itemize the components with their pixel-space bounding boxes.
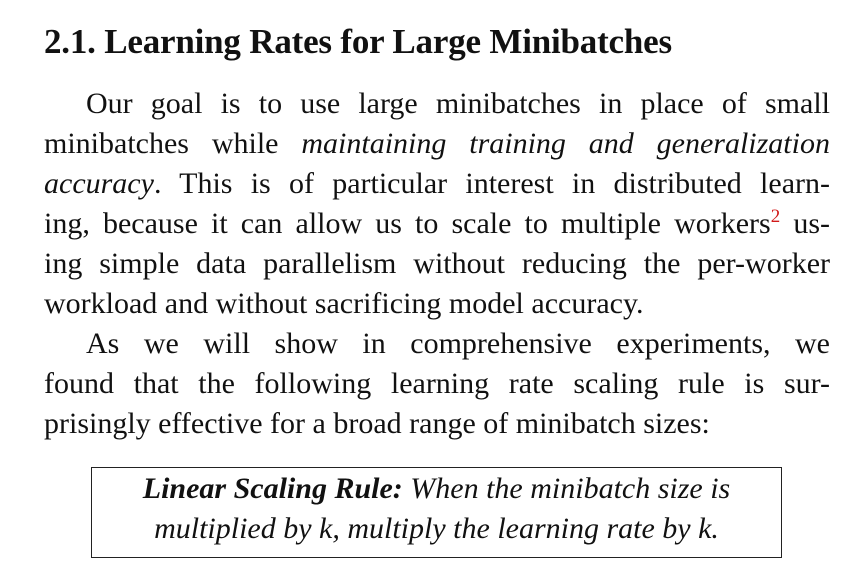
paragraph-line: ing simple data parallelism without redu… — [44, 244, 830, 284]
emphasis-text: maintaining training and generalization — [301, 127, 830, 160]
text: us- — [780, 207, 830, 240]
text: found that the following learning rate s… — [44, 367, 830, 400]
rule-title: Linear Scaling Rule: — [142, 472, 403, 505]
section-heading: 2.1. Learning Rates for Large Minibatche… — [44, 22, 672, 61]
text: prisingly effective for a broad range of… — [44, 407, 710, 440]
text: minibatches while — [44, 127, 302, 160]
paragraph-line: found that the following learning rate s… — [44, 364, 830, 404]
text: ing simple data parallelism without redu… — [44, 247, 830, 280]
text: As we will show in comprehensive experim… — [86, 327, 830, 360]
paragraph-line: accuracy. This is of particular interest… — [44, 164, 830, 204]
linear-scaling-rule-box: Linear Scaling Rule: When the minibatch … — [91, 467, 782, 558]
rule-text: multiplied by k, multiply the learning r… — [154, 512, 719, 545]
paragraph-line: ing, because it can allow us to scale to… — [44, 204, 830, 244]
paragraph-line: workload and without sacrificing model a… — [44, 284, 830, 324]
footnote-link[interactable]: 2 — [770, 206, 781, 227]
paragraph-line: As we will show in comprehensive experim… — [44, 324, 830, 364]
text: Our goal is to use large minibatches in … — [86, 87, 830, 120]
text: workload and without sacrificing model a… — [44, 287, 644, 320]
paragraph-line: minibatches while maintaining training a… — [44, 124, 830, 164]
text: ing, because it can allow us to scale to… — [44, 207, 771, 240]
paragraph-line: Our goal is to use large minibatches in … — [44, 84, 830, 124]
rule-line: Linear Scaling Rule: When the minibatch … — [92, 472, 781, 506]
emphasis-text: accuracy — [44, 167, 154, 200]
rule-text: When the minibatch size is — [402, 472, 731, 505]
text: . This is of particular interest in dist… — [153, 167, 830, 200]
paragraph-line: prisingly effective for a broad range of… — [44, 404, 830, 444]
rule-line: multiplied by k, multiply the learning r… — [92, 512, 781, 546]
